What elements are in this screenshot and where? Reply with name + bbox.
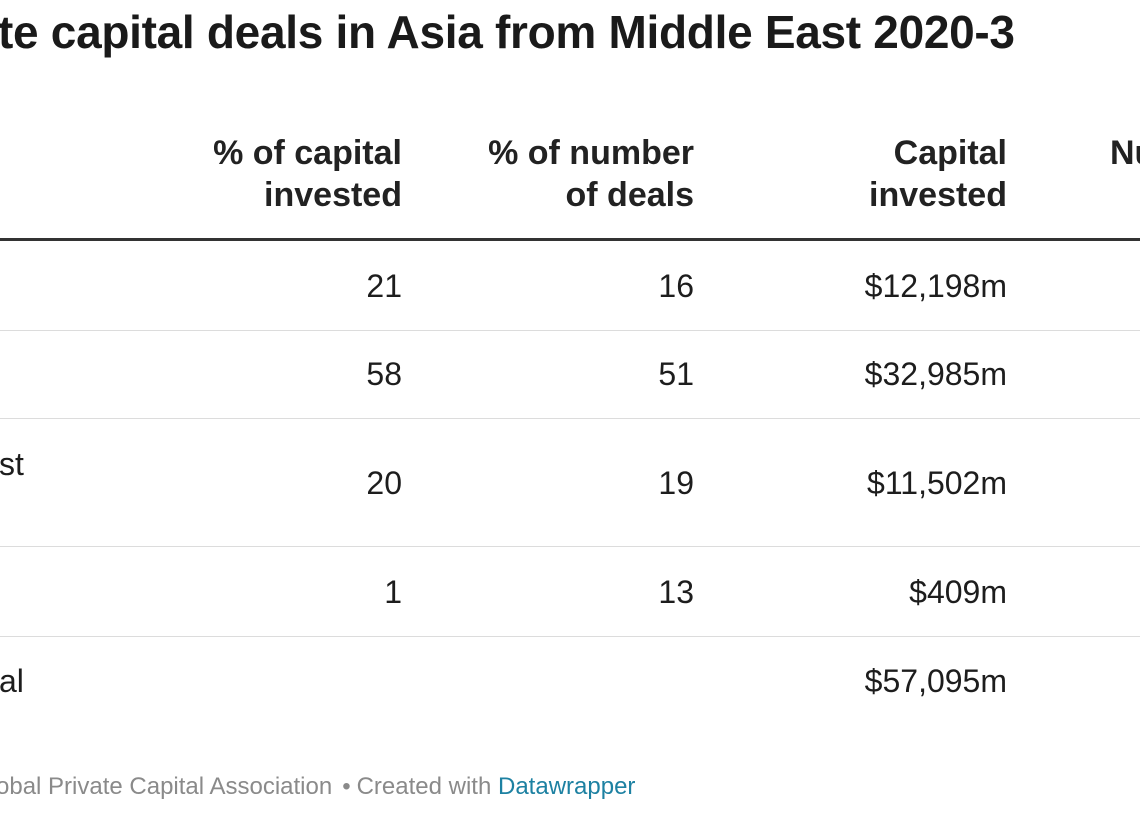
cell-capital-pct: 21 bbox=[366, 268, 402, 304]
column-header-deals-pct[interactable]: % of number of deals bbox=[488, 132, 694, 216]
cell-capital: $409m bbox=[909, 574, 1007, 610]
column-header-number[interactable]: Nu bbox=[1110, 132, 1140, 174]
column-header-line: invested bbox=[264, 176, 402, 214]
column-header-line: Nu bbox=[1110, 134, 1140, 172]
cell-capital-pct: 1 bbox=[384, 574, 402, 610]
column-header-line: % of capital bbox=[213, 134, 402, 172]
column-header-capital-pct[interactable]: % of capital invested bbox=[213, 132, 402, 216]
cell-deals-pct: 19 bbox=[658, 465, 694, 501]
cell-capital: $11,502m bbox=[867, 465, 1007, 501]
header-divider bbox=[0, 238, 1140, 241]
column-header-line: Capital bbox=[893, 134, 1007, 172]
cell-capital-total: $57,095m bbox=[864, 663, 1007, 699]
cell-deals-pct: 13 bbox=[658, 574, 694, 610]
cell-deals-pct: 16 bbox=[658, 268, 694, 304]
column-header-line: invested bbox=[869, 176, 1007, 214]
source-text: obal Private Capital Association bbox=[0, 773, 333, 800]
row-divider bbox=[0, 636, 1140, 637]
cell-capital-pct: 58 bbox=[366, 356, 402, 392]
cell-deals-pct: 51 bbox=[658, 356, 694, 392]
column-header-line: % of number bbox=[488, 134, 694, 172]
datawrapper-link[interactable]: Datawrapper bbox=[498, 773, 636, 800]
cell-capital: $12,198m bbox=[864, 268, 1007, 304]
column-header-line: of deals bbox=[565, 176, 694, 214]
column-header-capital[interactable]: Capital invested bbox=[869, 132, 1007, 216]
row-divider bbox=[0, 546, 1140, 547]
chart-title: te capital deals in Asia from Middle Eas… bbox=[0, 6, 1015, 58]
cell-capital: $32,985m bbox=[864, 356, 1007, 392]
footer-separator: • bbox=[342, 773, 351, 800]
chart-footer: obal Private Capital Association • Created… bbox=[0, 770, 635, 804]
cell-capital-pct: 20 bbox=[366, 465, 402, 501]
cell-row-label: st bbox=[0, 446, 24, 482]
cell-row-label: al bbox=[0, 663, 24, 699]
row-divider bbox=[0, 418, 1140, 419]
row-divider bbox=[0, 330, 1140, 331]
created-with-text: Created with bbox=[356, 773, 492, 800]
